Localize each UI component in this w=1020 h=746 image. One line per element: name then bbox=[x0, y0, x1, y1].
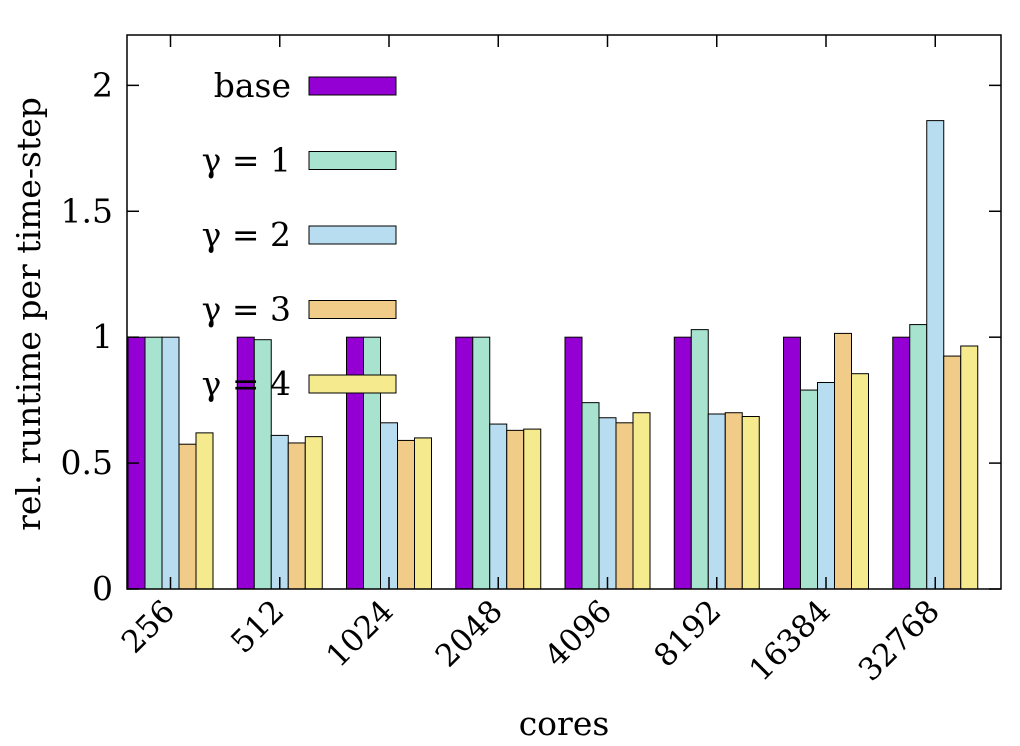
bar-gamma=3-256 bbox=[178, 443, 197, 590]
bar-gamma=4-512 bbox=[304, 436, 323, 590]
y-axis-title: rel. runtime per time-step bbox=[9, 97, 48, 531]
bar-gamma=1-2048 bbox=[472, 336, 491, 590]
bar-gamma=2-512 bbox=[270, 434, 289, 590]
x-tick-label-2048: 2048 bbox=[429, 593, 510, 674]
bar-base-4096 bbox=[564, 336, 583, 590]
bar-gamma=4-256 bbox=[195, 432, 214, 590]
bar-gamma=2-4096 bbox=[598, 417, 617, 590]
bar-gamma=4-8192 bbox=[741, 416, 760, 590]
bar-gamma=4-2048 bbox=[523, 428, 542, 590]
bar-gamma=2-32768 bbox=[926, 120, 945, 590]
y-tick-label-0: 0 bbox=[92, 569, 113, 608]
plot-frame bbox=[126, 34, 1002, 590]
bar-base-32768 bbox=[892, 336, 911, 590]
bar-gamma=2-2048 bbox=[489, 423, 508, 590]
bar-gamma=3-4096 bbox=[615, 422, 634, 590]
legend-label-gamma=3: γ = 3 bbox=[202, 290, 291, 329]
y-tick-label-2: 2 bbox=[92, 65, 113, 104]
bar-base-16384 bbox=[783, 336, 801, 590]
legend-label-base: base bbox=[214, 66, 291, 105]
bar-base-2048 bbox=[455, 336, 474, 590]
bars-layer bbox=[127, 120, 979, 590]
bar-gamma=2-256 bbox=[161, 336, 180, 590]
x-tick-label-16384: 16384 bbox=[742, 593, 837, 688]
legend-swatch-gamma=2 bbox=[308, 225, 397, 245]
x-axis-title: cores bbox=[519, 704, 610, 743]
bar-gamma=1-16384 bbox=[800, 389, 818, 590]
legend: base γ = 1 γ = 2 γ = 3 γ = 4 bbox=[202, 66, 397, 403]
x-tick-label-512: 512 bbox=[224, 593, 291, 660]
legend-label-gamma=1: γ = 1 bbox=[202, 141, 291, 180]
bar-gamma=1-256 bbox=[144, 336, 163, 590]
legend-swatch-gamma=1 bbox=[308, 151, 397, 170]
bar-gamma=2-16384 bbox=[817, 382, 835, 590]
legend-swatch-base bbox=[308, 76, 397, 96]
bar-gamma=4-1024 bbox=[414, 437, 432, 590]
bar-gamma=4-16384 bbox=[851, 373, 869, 590]
axes-layer: 0 0.5 1 1.5 2 256 512 1024 2048 4096 8192 16384 3276… bbox=[61, 34, 1002, 688]
y-tick-label-1.5: 1.5 bbox=[61, 191, 113, 230]
legend-swatch-gamma=4 bbox=[308, 374, 397, 394]
bar-gamma=3-16384 bbox=[834, 332, 852, 590]
bar-gamma=1-4096 bbox=[581, 402, 600, 590]
legend-label-gamma=2: γ = 2 bbox=[202, 215, 291, 254]
bar-gamma=1-8192 bbox=[690, 329, 709, 590]
y-tick-label-0.5: 0.5 bbox=[61, 443, 113, 482]
bar-gamma=4-4096 bbox=[632, 412, 651, 590]
bar-gamma=1-32768 bbox=[909, 324, 928, 590]
bar-gamma=2-8192 bbox=[707, 413, 726, 590]
x-tick-label-1024: 1024 bbox=[319, 593, 400, 674]
x-tick-label-4096: 4096 bbox=[538, 593, 619, 674]
bar-gamma=3-2048 bbox=[506, 429, 525, 590]
bar-gamma=3-1024 bbox=[397, 439, 415, 590]
legend-swatch-gamma=3 bbox=[308, 300, 397, 319]
bar-base-8192 bbox=[673, 336, 692, 590]
bar-gamma=3-32768 bbox=[943, 355, 962, 590]
x-tick-label-8192: 8192 bbox=[647, 593, 728, 674]
x-tick-label-256: 256 bbox=[115, 593, 182, 660]
bar-gamma=3-512 bbox=[287, 442, 306, 590]
legend-label-gamma=4: γ = 4 bbox=[202, 364, 291, 403]
x-tick-label-32768: 32768 bbox=[852, 593, 947, 688]
bar-gamma=3-8192 bbox=[724, 412, 743, 590]
bar-gamma=4-32768 bbox=[960, 345, 979, 590]
bar-gamma=2-1024 bbox=[380, 422, 398, 590]
y-tick-label-1: 1 bbox=[92, 317, 113, 356]
